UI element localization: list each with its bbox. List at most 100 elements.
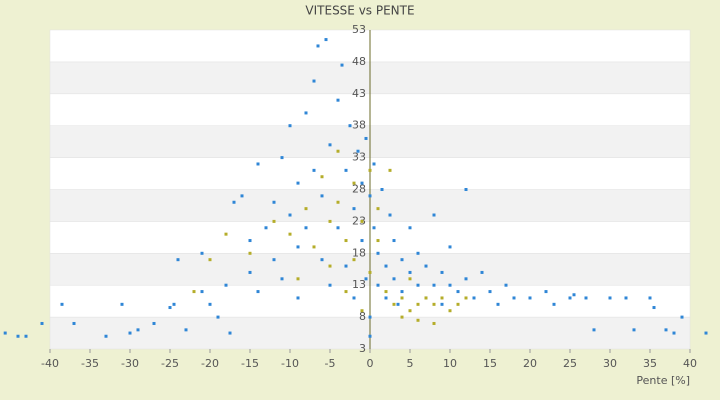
data-point (60, 302, 64, 306)
data-point (380, 188, 384, 191)
data-point (448, 309, 452, 313)
data-point (288, 232, 292, 236)
data-point (356, 149, 360, 153)
x-tick-label: 35 (643, 357, 657, 370)
data-point (368, 334, 372, 338)
data-point (256, 162, 260, 166)
data-point (296, 245, 300, 249)
x-tick-label: -25 (161, 357, 179, 370)
y-tick-label: 3 (359, 342, 366, 355)
data-point (232, 200, 236, 204)
data-point (400, 290, 404, 294)
data-point (544, 290, 548, 294)
data-point (384, 296, 388, 300)
data-point (496, 302, 500, 306)
data-point (324, 38, 328, 42)
data-point (344, 239, 348, 243)
data-point (296, 277, 300, 281)
x-tick-label: -10 (281, 357, 299, 370)
data-point (352, 296, 356, 300)
data-point (664, 328, 668, 332)
data-point (360, 309, 364, 313)
data-point (464, 188, 468, 191)
data-point (208, 258, 212, 262)
data-point (336, 226, 340, 230)
x-tick-label: 20 (523, 357, 537, 370)
data-point (392, 302, 396, 306)
data-point (352, 207, 356, 211)
data-point (376, 283, 380, 287)
data-point (208, 302, 212, 306)
data-point (328, 264, 332, 268)
data-point (388, 168, 392, 172)
data-point (192, 290, 196, 294)
data-point (464, 296, 468, 300)
x-tick-label: 25 (563, 357, 577, 370)
x-tick-label: -30 (121, 357, 139, 370)
data-point (120, 302, 124, 306)
y-tick-label: 8 (359, 310, 366, 323)
data-point (432, 213, 436, 217)
data-point (328, 219, 332, 223)
data-point (364, 277, 368, 281)
data-point (368, 315, 372, 319)
data-point (416, 318, 420, 322)
y-tick-label: 38 (352, 119, 366, 132)
data-point (316, 44, 320, 48)
data-point (364, 136, 368, 140)
data-point (392, 239, 396, 243)
data-point (272, 258, 276, 262)
data-point (3, 331, 7, 335)
data-point (224, 232, 228, 236)
data-point (416, 283, 420, 287)
data-point (384, 264, 388, 268)
y-tick-label: 48 (352, 55, 366, 68)
data-point (336, 98, 340, 102)
data-point (584, 296, 588, 300)
data-point (400, 315, 404, 319)
data-point (440, 270, 444, 274)
data-point (228, 331, 232, 335)
data-point (336, 149, 340, 153)
data-point (384, 290, 388, 294)
data-point (552, 302, 556, 306)
data-point (200, 251, 204, 255)
data-point (680, 315, 684, 319)
data-point (320, 175, 324, 179)
data-point (320, 258, 324, 262)
data-point (504, 283, 508, 287)
data-point (528, 296, 532, 300)
data-point (704, 331, 708, 335)
data-point (320, 194, 324, 198)
data-point (652, 306, 656, 310)
data-point (416, 251, 420, 255)
data-point (184, 328, 188, 332)
data-point (432, 321, 436, 325)
y-tick-label: 33 (352, 151, 366, 164)
data-point (624, 296, 628, 300)
data-point (632, 328, 636, 332)
data-point (480, 270, 484, 274)
data-point (400, 258, 404, 262)
data-point (256, 290, 260, 294)
data-point (328, 143, 332, 147)
data-point (408, 226, 412, 230)
data-point (344, 264, 348, 268)
data-point (392, 277, 396, 281)
data-point (328, 283, 332, 287)
data-point (272, 219, 276, 223)
data-point (372, 226, 376, 230)
y-tick-label: 13 (352, 278, 366, 291)
y-tick-label: 18 (352, 246, 366, 259)
data-point (72, 321, 76, 325)
x-tick-label: -35 (81, 357, 99, 370)
data-point (360, 181, 364, 185)
x-tick-label: 15 (483, 357, 497, 370)
data-point (40, 321, 44, 325)
data-point (360, 239, 364, 243)
data-point (264, 226, 268, 230)
data-point (376, 251, 380, 255)
data-point (568, 296, 572, 300)
data-point (200, 290, 204, 294)
